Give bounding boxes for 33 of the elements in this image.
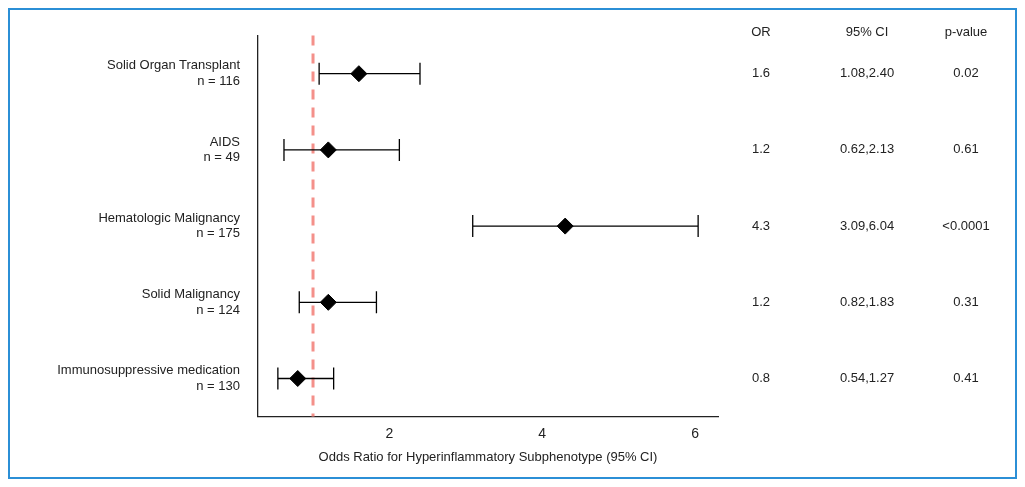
y-tick-label: Solid Malignancy n = 124 — [141, 286, 241, 317]
text: 0.54,1.27 — [839, 370, 895, 386]
data-label: 0.8 — [751, 370, 771, 386]
x-tick-label: 6 — [691, 424, 700, 441]
text: p-value — [944, 23, 988, 39]
text: <0.0001 — [942, 217, 990, 233]
text: 3.09,6.04 — [839, 217, 895, 233]
point — [350, 65, 368, 83]
text: 1.08,2.40 — [839, 65, 895, 81]
text: OR — [751, 23, 771, 39]
point — [319, 141, 337, 159]
point — [319, 293, 337, 311]
point — [289, 370, 307, 387]
x-tick-label: 2 — [385, 424, 394, 441]
text: 0.31 — [953, 293, 979, 309]
text: 0.82,1.83 — [839, 293, 895, 309]
text: 0.62,2.13 — [839, 141, 895, 157]
text: 0.61 — [953, 141, 979, 157]
y-tick-label: AIDS n = 49 — [203, 133, 241, 165]
data-label: 1.2 — [751, 141, 771, 157]
y-tick-label: Solid Organ Transplant n = 116 — [107, 57, 241, 89]
text: 95% CI — [845, 23, 889, 39]
x-axis-title: Odds Ratio for Hyperinflammatory Subphenotype (95% CI) — [318, 448, 658, 464]
text: 0.41 — [953, 370, 979, 386]
data-label: 4.3 — [751, 217, 771, 233]
text: 0.02 — [953, 65, 979, 81]
data-label: 1.2 — [751, 293, 771, 309]
y-tick-label: Hematologic Malignancy n = 175 — [98, 209, 241, 241]
frame: Odds Ratio for Hyperinflammatory Subphenotype (95% CI) 2 4 6 Solid Organ Transplant n = 116 AIDS n = 49 Hematologic Malignancy n = 175 Solid Malignancy n = 124 Immunosuppressive medication n = 130 OR 95% CI p-value 1.6 1.2 4.3 1.2 0.8 1.08,2.40 0.02 0.62,2.13 0.61 3.09,6.04 <0.0001 0.82,1.83 0.31 0.54,1.27 0.41 — [8, 8, 1017, 479]
point — [556, 217, 574, 235]
data-label: 1.6 — [751, 65, 771, 81]
y-tick-label: Immunosuppressive medication n = 130 — [57, 362, 240, 393]
x-tick-label: 4 — [538, 424, 547, 441]
